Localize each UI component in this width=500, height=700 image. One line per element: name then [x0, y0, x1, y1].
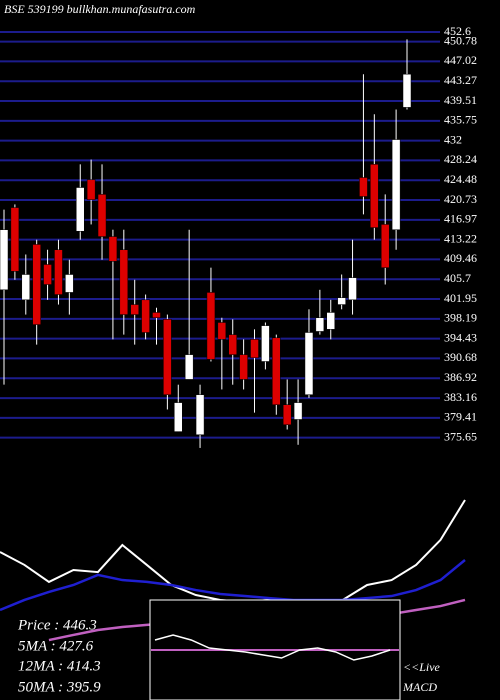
candle-body — [130, 304, 139, 315]
y-tick-label: 447.02 — [444, 53, 477, 67]
candle-body — [65, 274, 74, 293]
candle-body — [206, 292, 216, 360]
y-tick-label: 413.22 — [444, 231, 477, 245]
y-tick-label: 386.92 — [444, 370, 477, 384]
y-tick-label: 398.19 — [444, 311, 477, 325]
y-tick-label: 383.16 — [444, 390, 477, 404]
macd-line — [154, 634, 391, 661]
candle-body — [261, 325, 270, 362]
candle-body — [217, 322, 227, 340]
candle-body — [0, 229, 9, 291]
candle-body — [282, 404, 292, 426]
candles — [0, 39, 412, 448]
candle-body — [43, 264, 52, 285]
candle-body — [402, 73, 412, 108]
candle-body — [97, 194, 107, 237]
candle-body — [152, 312, 161, 318]
candle-body — [184, 354, 194, 380]
y-tick-label: 405.7 — [444, 271, 471, 285]
y-tick-label: 409.46 — [444, 251, 477, 265]
indicator-line — [0, 559, 466, 612]
candle-body — [54, 249, 63, 295]
legend-text: 12MA : 414.3 — [18, 658, 101, 674]
y-tick-label: 428.24 — [444, 152, 477, 166]
candle-body — [163, 319, 172, 395]
candle-body — [195, 394, 205, 436]
y-tick-label: 424.48 — [444, 172, 477, 186]
candle-body — [391, 139, 401, 230]
candle-body — [304, 332, 314, 395]
y-tick-label: 375.65 — [444, 429, 477, 443]
candle-body — [21, 274, 31, 301]
live-label: <<Live — [403, 660, 441, 674]
candle-body — [348, 277, 357, 301]
macd — [151, 634, 399, 661]
y-tick-label: 420.73 — [444, 192, 477, 206]
y-tick-label: 435.75 — [444, 113, 477, 127]
legend-text: Price : 446.3 — [17, 617, 97, 633]
y-tick-label: 443.27 — [444, 73, 477, 87]
candle-body — [293, 402, 303, 420]
chart-title: BSE 539199 bullkhan.munafasutra.com — [4, 2, 196, 16]
y-tick-label: 452.6 — [444, 24, 471, 38]
candle-body — [141, 299, 150, 333]
y-tick-label: 416.97 — [444, 212, 477, 226]
candle-body — [239, 354, 248, 380]
candle-body — [250, 339, 259, 359]
candle-body — [228, 334, 237, 355]
candle-body — [272, 337, 281, 405]
candle-body — [119, 249, 129, 315]
candle-body — [370, 164, 379, 228]
legend-text: 50MA : 395.9 — [18, 679, 101, 695]
candle-body — [75, 187, 85, 232]
candle-body — [380, 224, 390, 268]
candle-body — [86, 179, 96, 200]
candle-body — [174, 402, 183, 432]
y-tick-label: 379.41 — [444, 410, 477, 424]
y-tick-label: 394.43 — [444, 330, 477, 344]
y-tick-label: 432 — [444, 132, 462, 146]
candle-body — [32, 244, 41, 325]
y-tick-label: 401.95 — [444, 291, 477, 305]
candle-body — [337, 297, 346, 305]
candle-body — [326, 312, 336, 330]
candle-body — [359, 177, 368, 197]
candle-body — [315, 317, 325, 332]
candle-body — [108, 236, 118, 262]
legend-text: 5MA : 427.6 — [18, 638, 94, 654]
macd-label: MACD — [402, 680, 437, 694]
candle-body — [10, 207, 20, 272]
y-tick-label: 439.51 — [444, 93, 477, 107]
y-tick-label: 450.78 — [444, 33, 477, 47]
y-tick-label: 390.68 — [444, 350, 477, 364]
